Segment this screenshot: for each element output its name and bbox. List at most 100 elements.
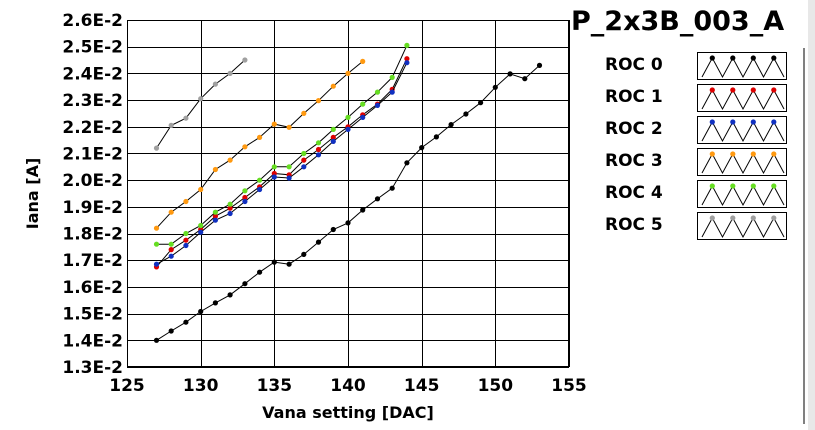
y-tick-label: 2.3E-2	[62, 91, 123, 111]
data-point	[478, 100, 484, 106]
data-point	[183, 242, 189, 249]
legend-swatch-marker	[771, 183, 777, 189]
data-point	[404, 56, 410, 62]
legend-item: ROC 3	[593, 148, 805, 176]
legend-swatch-marker	[730, 55, 736, 61]
data-point	[212, 209, 218, 215]
series-roc-5	[153, 57, 248, 151]
data-point	[212, 81, 218, 87]
data-point	[183, 230, 189, 237]
legend-label: ROC 2	[605, 119, 663, 139]
data-point	[286, 175, 292, 181]
y-tick-label: 2.0E-2	[62, 171, 123, 191]
data-point	[242, 198, 248, 205]
legend-swatch-marker	[750, 151, 756, 157]
data-point	[389, 185, 395, 191]
data-point	[345, 126, 351, 132]
series-roc-2	[153, 60, 410, 267]
legend-swatch-marker	[750, 215, 756, 221]
series-line	[156, 58, 408, 268]
x-tick-label: 155	[551, 376, 587, 396]
data-point	[330, 83, 336, 89]
data-point	[153, 261, 160, 267]
legend-swatch-marker	[750, 55, 756, 61]
y-tick-label: 2.5E-2	[62, 38, 123, 58]
data-point	[315, 152, 322, 158]
series-line	[156, 62, 408, 265]
data-point	[345, 70, 351, 76]
data-point	[168, 247, 174, 253]
data-point	[212, 213, 218, 219]
data-point	[242, 57, 248, 63]
x-axis-title: Vana setting [DAC]	[262, 403, 434, 422]
legend-swatch-graphic	[701, 119, 785, 143]
y-tick-label: 1.3E-2	[62, 358, 123, 378]
data-point	[227, 292, 233, 298]
legend-swatch-marker	[730, 87, 736, 93]
data-point	[257, 269, 263, 275]
legend-swatch-line	[701, 184, 785, 207]
legend-swatch-line	[701, 152, 785, 175]
data-point	[374, 196, 381, 202]
data-point	[463, 111, 469, 117]
legend-swatch-marker	[709, 151, 715, 157]
legend-swatch-graphic	[701, 151, 785, 175]
data-point	[315, 146, 322, 153]
legend-item: ROC 2	[593, 116, 805, 144]
data-point	[286, 164, 292, 170]
y-tick-label: 2.1E-2	[62, 144, 123, 164]
data-point	[374, 89, 381, 95]
legend-label: ROC 0	[605, 55, 663, 75]
data-point	[301, 150, 307, 157]
x-tick-label: 135	[257, 376, 293, 396]
data-point	[168, 328, 174, 334]
legend-swatch-marker	[709, 87, 715, 93]
data-point	[536, 62, 543, 68]
data-point	[198, 96, 204, 102]
legend-label: ROC 5	[605, 215, 663, 235]
grid	[127, 20, 570, 368]
legend-swatch-marker	[709, 183, 715, 189]
series-roc-3	[153, 58, 366, 231]
legend: ROC 0 ROC 1 ROC 2 ROC 3 ROC 4 ROC 5	[593, 48, 805, 424]
data-point	[227, 201, 233, 207]
data-point	[271, 164, 277, 170]
data-point	[448, 122, 454, 128]
y-tick-labels: 1.3E-2 1.4E-2 1.5E-2 1.6E-2 1.7E-2 1.8E-2 1.9E…	[62, 11, 123, 378]
legend-swatch-graphic	[701, 215, 785, 239]
data-point	[242, 144, 248, 150]
y-axis-title: Iana [A]	[23, 158, 42, 230]
data-point	[404, 160, 410, 166]
legend-label: ROC 1	[605, 87, 663, 107]
legend-swatch-line	[701, 216, 785, 239]
data-point	[257, 134, 263, 140]
y-tick-label: 2.4E-2	[62, 64, 123, 84]
series-roc-4	[153, 42, 410, 247]
data-point	[271, 121, 277, 127]
data-point	[345, 220, 351, 226]
data-point	[183, 115, 189, 121]
x-tick-label: 145	[404, 376, 440, 396]
data-point	[257, 186, 263, 193]
data-point	[315, 239, 322, 245]
data-point	[330, 126, 336, 132]
data-point	[301, 164, 307, 170]
data-point	[153, 225, 160, 231]
y-tick-label: 2.6E-2	[62, 11, 123, 31]
legend-swatch-marker	[771, 87, 777, 93]
plot-frame	[127, 20, 569, 367]
data-point	[360, 207, 366, 213]
data-point	[271, 259, 277, 265]
y-tick-label: 1.7E-2	[62, 251, 123, 271]
data-point	[227, 70, 233, 76]
data-point	[212, 166, 218, 173]
data-point	[257, 177, 263, 183]
legend-swatch-marker	[730, 119, 736, 125]
y-tick-label: 1.5E-2	[62, 305, 123, 325]
legend-swatch-marker	[709, 55, 715, 61]
legend-swatch-marker	[750, 183, 756, 189]
data-point	[360, 101, 366, 107]
data-point	[286, 261, 292, 267]
data-point	[315, 140, 322, 146]
